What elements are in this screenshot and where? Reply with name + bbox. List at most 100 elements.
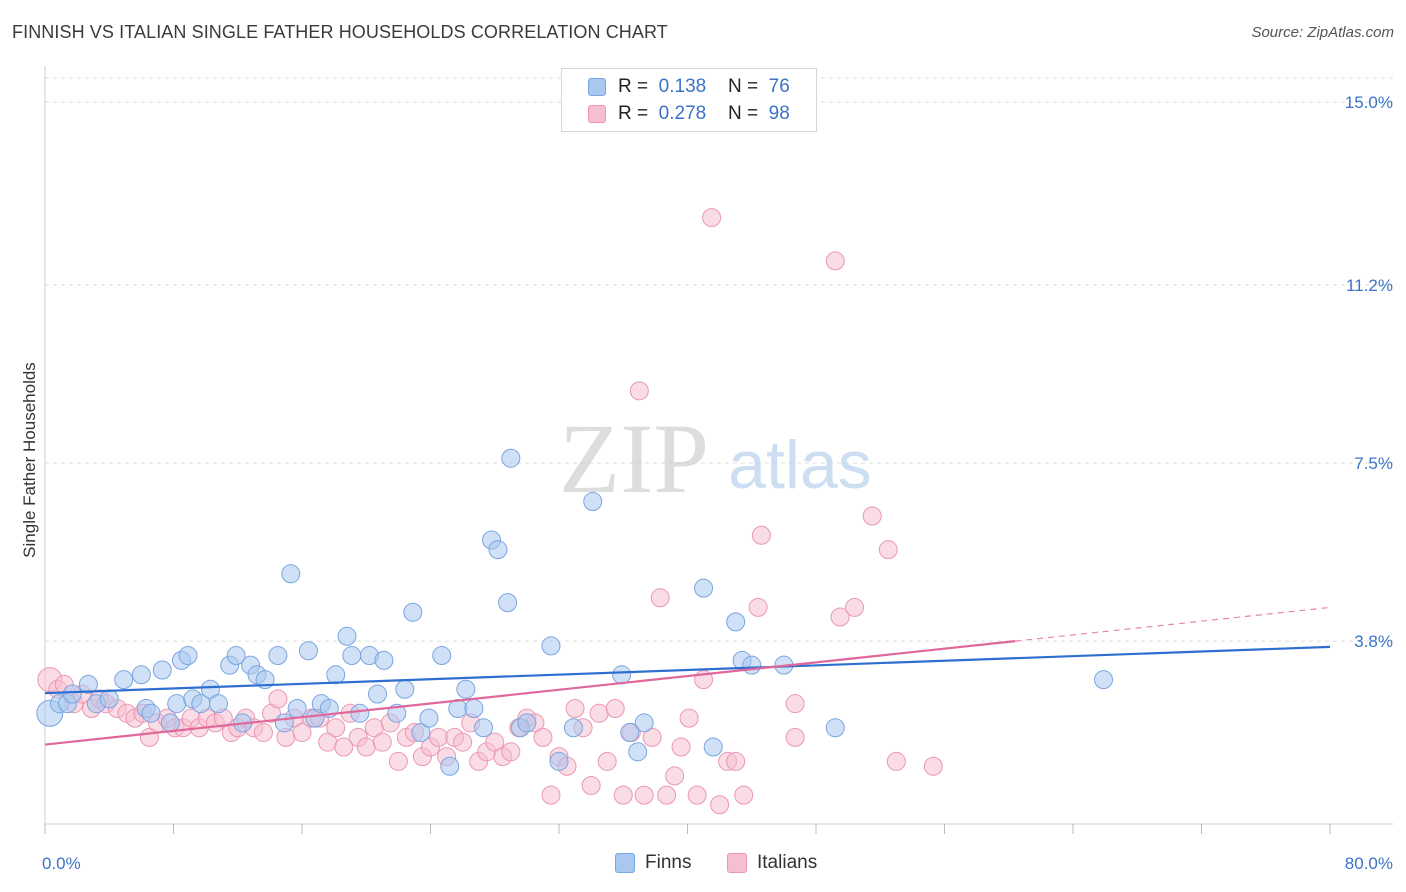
italians-point [453,732,473,752]
finns-point [620,723,640,743]
finns-point [634,713,654,733]
italians-point [825,251,845,271]
watermark-atlas: atlas [728,427,872,503]
finns-point [141,703,161,723]
italians-point [671,737,691,757]
finns-legend-label: Finns [645,852,692,873]
finns-point [298,641,318,661]
italians-point [326,718,346,738]
finns-point [474,718,494,738]
italians-trend-extension [1015,606,1331,642]
italians-n-label: N = [728,103,759,124]
chart-title: FINNISH VS ITALIAN SINGLE FATHER HOUSEHO… [12,22,668,42]
italians-r-value: 0.278 [658,103,707,124]
finns-point [131,665,151,685]
finns-point [1094,670,1114,690]
finns-point [440,756,460,776]
x-tick-label: 0.0% [42,854,81,873]
italians-point [702,208,722,228]
source-credit: Source: ZipAtlas.com [1251,24,1394,41]
legend-item-finns: Finns [615,852,691,874]
italians-point [785,694,805,714]
finns-n-label: N = [728,76,759,97]
y-tick-label: 11.2% [1346,276,1393,295]
finns-points [36,448,1114,776]
finns-swatch [588,78,606,96]
italians-point [501,742,521,762]
italians-point [605,698,625,718]
finns-point [152,660,172,680]
finns-point [62,684,82,704]
finns-point [464,698,484,718]
y-tick-label: 15.0% [1345,93,1393,112]
italians-point [642,727,662,747]
finns-point [403,602,423,622]
finns-point [628,742,648,762]
finns-point [432,646,452,666]
finns-point [488,540,508,560]
finns-point [350,703,370,723]
italians-point [485,732,505,752]
italians-point [830,607,850,627]
italians-point [268,689,288,709]
italians-point [541,785,561,805]
finns-n-value: 76 [768,76,790,97]
italians-point [650,588,670,608]
italians-point [878,540,898,560]
finns-point [456,679,476,699]
watermark: ZIP atlas [559,403,872,514]
y-tick-label: 3.8% [1354,632,1393,651]
italians-point [923,756,943,776]
italians-point [372,732,392,752]
x-tick-label: 80.0% [1345,854,1393,873]
finns-point [281,564,301,584]
finns-point [498,593,518,613]
italians-point [710,795,730,815]
italians-point [589,703,609,723]
italians-point [565,698,585,718]
finns-point [200,679,220,699]
italians-point [429,727,449,747]
italians-point [634,785,654,805]
finns-point [517,713,537,733]
finns-point [274,713,294,733]
italians-legend-label: Italians [757,852,818,873]
finns-point [114,670,134,690]
finns-point [411,723,431,743]
finns-point [541,636,561,656]
italians-point [751,525,771,545]
italians-point [292,723,312,743]
italians-point [862,506,882,526]
finns-point [342,646,362,666]
italians-point [533,727,553,747]
axes [44,66,1393,834]
finns-point [419,708,439,728]
finns-point [337,626,357,646]
legend-row-finns: R = 0.138 N = 76 [588,75,790,99]
finns-point [367,684,387,704]
finns-point [563,718,583,738]
finns-point [549,751,569,771]
italians-point [629,381,649,401]
stats-legend: R = 0.138 N = 76 R = 0.278 N = 98 [561,68,817,132]
italians-point [581,775,601,795]
italians-point [613,785,633,805]
italians-n-value: 98 [768,103,790,124]
finns-point [167,694,187,714]
finns-r-value: 0.138 [658,76,707,97]
italians-swatch [588,105,606,123]
finns-legend-swatch [615,853,635,873]
finns-point [326,665,346,685]
series-legend: Finns Italians [0,852,1406,876]
italians-point [886,751,906,771]
italians-point [734,785,754,805]
italians-legend-swatch [727,853,747,873]
finns-point [395,679,415,699]
finns-point [387,703,407,723]
italians-point [388,751,408,771]
finns-point [501,448,521,468]
finns-trend-line [44,645,1331,695]
finns-point [742,655,762,675]
finns-point [726,612,746,632]
legend-row-italians: R = 0.278 N = 98 [588,102,790,126]
